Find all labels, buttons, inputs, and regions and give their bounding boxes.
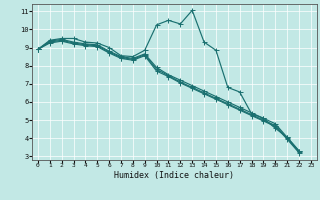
X-axis label: Humidex (Indice chaleur): Humidex (Indice chaleur) [115, 171, 234, 180]
